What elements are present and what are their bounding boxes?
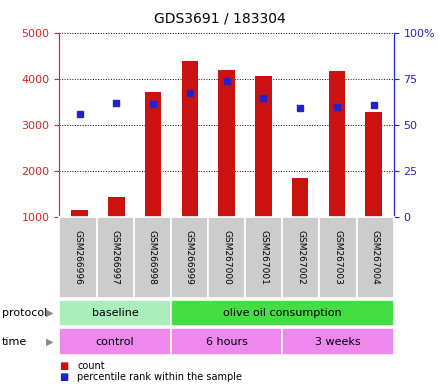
Text: GSM266997: GSM266997 xyxy=(110,230,120,285)
Bar xyxy=(255,76,271,217)
Text: olive oil consumption: olive oil consumption xyxy=(223,308,341,318)
Text: 6 hours: 6 hours xyxy=(205,337,248,347)
Bar xyxy=(329,71,345,217)
Text: ▶: ▶ xyxy=(45,337,53,347)
Bar xyxy=(218,70,235,217)
Text: GSM266998: GSM266998 xyxy=(148,230,157,285)
Text: GSM267000: GSM267000 xyxy=(222,230,231,285)
Text: ■: ■ xyxy=(59,361,69,371)
Bar xyxy=(182,61,198,217)
Text: GSM267002: GSM267002 xyxy=(297,230,305,285)
Text: count: count xyxy=(77,361,105,371)
Bar xyxy=(108,197,125,217)
Text: control: control xyxy=(96,337,135,347)
Text: 3 weeks: 3 weeks xyxy=(315,337,361,347)
Text: protocol: protocol xyxy=(2,308,48,318)
Text: baseline: baseline xyxy=(92,308,139,318)
Bar xyxy=(145,92,161,217)
Text: GSM267004: GSM267004 xyxy=(371,230,380,285)
Text: GSM266996: GSM266996 xyxy=(73,230,82,285)
Text: percentile rank within the sample: percentile rank within the sample xyxy=(77,372,242,382)
Text: GDS3691 / 183304: GDS3691 / 183304 xyxy=(154,12,286,25)
Text: ▶: ▶ xyxy=(45,308,53,318)
Text: time: time xyxy=(2,337,27,347)
Text: GSM267001: GSM267001 xyxy=(259,230,268,285)
Text: GSM267003: GSM267003 xyxy=(334,230,343,285)
Text: GSM266999: GSM266999 xyxy=(185,230,194,285)
Bar xyxy=(365,113,382,217)
Bar xyxy=(71,210,88,217)
Text: ■: ■ xyxy=(59,372,69,382)
Bar xyxy=(292,178,308,217)
